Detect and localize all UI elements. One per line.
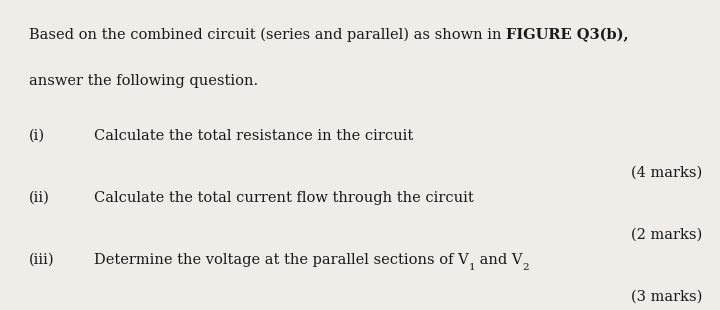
Text: (iii): (iii)	[29, 253, 55, 267]
Text: Determine the voltage at the parallel sections of V: Determine the voltage at the parallel se…	[94, 253, 468, 267]
Text: and V: and V	[475, 253, 523, 267]
Text: 2: 2	[523, 263, 529, 272]
Text: Based on the combined circuit (series and parallel) as shown in: Based on the combined circuit (series an…	[29, 28, 506, 42]
Text: FIGURE Q3(b),: FIGURE Q3(b),	[506, 28, 629, 42]
Text: (4 marks): (4 marks)	[631, 166, 702, 180]
Text: (3 marks): (3 marks)	[631, 290, 702, 304]
Text: Calculate the total current flow through the circuit: Calculate the total current flow through…	[94, 191, 473, 205]
Text: (i): (i)	[29, 129, 45, 143]
Text: Calculate the total resistance in the circuit: Calculate the total resistance in the ci…	[94, 129, 413, 143]
Text: 1: 1	[468, 263, 475, 272]
Text: (2 marks): (2 marks)	[631, 228, 702, 242]
Text: (ii): (ii)	[29, 191, 50, 205]
Text: answer the following question.: answer the following question.	[29, 74, 258, 88]
